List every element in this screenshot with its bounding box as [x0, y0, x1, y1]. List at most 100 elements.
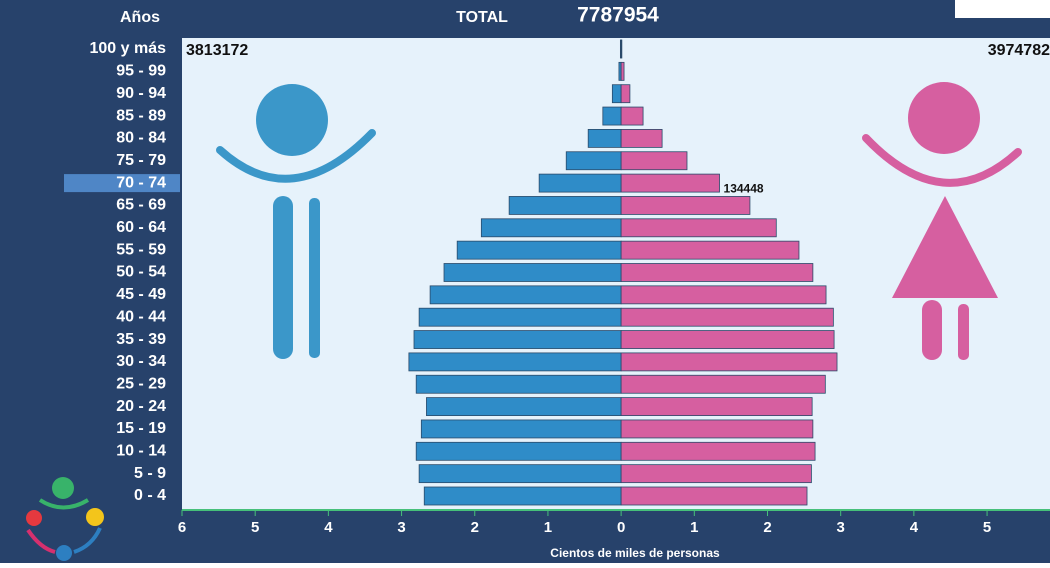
value-label: 134448: [724, 181, 764, 195]
total-label: TOTAL: [456, 9, 508, 26]
header: Años: [120, 9, 160, 26]
male-icon: [216, 84, 376, 359]
x-tick-label: 5: [251, 519, 259, 536]
bar: [620, 352, 838, 372]
bar: [620, 419, 814, 439]
logo-dot: [52, 477, 74, 499]
category-label: 30 - 34: [116, 353, 166, 370]
bar: [620, 196, 751, 215]
logo: [26, 477, 104, 561]
bar: [620, 285, 827, 305]
bar: [620, 128, 663, 148]
category-label: 100 y más: [89, 40, 166, 57]
x-tick-label: 2: [763, 519, 771, 536]
bar: [429, 285, 622, 305]
bar: [620, 173, 720, 193]
icon-arms: [216, 129, 376, 183]
logo-dot: [26, 510, 42, 526]
category-label: 65 - 69: [116, 197, 166, 214]
icon-leg: [958, 304, 969, 360]
bar: [620, 464, 812, 484]
x-tick-label: 5: [983, 519, 991, 536]
category-label: 5 - 9: [134, 465, 166, 482]
x-tick-label: 1: [690, 519, 698, 536]
category-label: 90 - 94: [116, 85, 166, 102]
white-box: [955, 0, 1050, 18]
bar: [611, 84, 622, 104]
total: 7787954: [577, 4, 659, 27]
bar: [620, 106, 644, 126]
icon-arms: [862, 134, 1022, 187]
x-tick-label: 1: [544, 519, 552, 536]
bar: [456, 240, 622, 260]
bar: [423, 486, 622, 506]
category-label: 95 - 99: [116, 63, 166, 80]
left-total: 3813172: [186, 42, 248, 59]
icon-dress: [892, 196, 998, 298]
logo-dot: [56, 545, 72, 561]
category-label: 15 - 19: [116, 420, 166, 437]
bar: [565, 151, 622, 171]
logo-arc: [26, 528, 56, 554]
bar: [620, 61, 625, 81]
category-label: 35 - 39: [116, 331, 166, 348]
bar: [480, 218, 622, 238]
x-axis-label: Cientos de miles de personas: [550, 546, 720, 560]
x-tick-label: 4: [324, 519, 333, 536]
icon-leg: [273, 196, 293, 359]
bar: [620, 374, 826, 394]
category-label: 25 - 29: [116, 375, 166, 392]
category-label: 20 - 24: [116, 398, 166, 415]
bar: [418, 307, 622, 327]
bar: [508, 196, 622, 215]
x-tick-label: 6: [178, 519, 186, 536]
bar: [620, 39, 623, 59]
category-label: 85 - 89: [116, 107, 166, 124]
icon-head: [256, 84, 328, 156]
category-label: 10 - 14: [116, 443, 166, 460]
category-label: 50 - 54: [116, 264, 166, 281]
category-label: 60 - 64: [116, 219, 166, 236]
x-tick-label: 2: [471, 519, 479, 536]
bar: [620, 263, 814, 282]
x-tick-label: 0: [617, 519, 625, 536]
x-tick-label: 3: [837, 519, 845, 536]
bar: [538, 173, 622, 193]
bar: [587, 128, 622, 148]
logo-dot: [86, 508, 104, 526]
bar: [620, 151, 688, 171]
bar: [443, 263, 622, 282]
icon-leg: [922, 300, 942, 360]
category-label: 75 - 79: [116, 152, 166, 169]
bar: [426, 397, 622, 417]
category-label: 0 - 4: [134, 487, 166, 504]
right-total: 3974782: [988, 42, 1050, 59]
category-label: 80 - 84: [116, 130, 166, 147]
icon-head: [908, 82, 980, 154]
selected-row: [64, 174, 180, 193]
bar: [602, 106, 622, 126]
x-tick-label: 3: [397, 519, 405, 536]
category-label: 40 - 44: [116, 308, 166, 325]
bar: [415, 441, 622, 461]
bar: [620, 441, 816, 461]
bar: [620, 397, 813, 417]
logo-arc: [38, 498, 90, 510]
bar: [420, 419, 622, 439]
bar: [408, 352, 622, 372]
category-label: 70 - 74: [116, 174, 166, 191]
bar: [415, 374, 622, 394]
bar: [413, 330, 622, 349]
category-label: 55 - 59: [116, 241, 166, 258]
x-tick-label: 4: [910, 519, 919, 536]
icon-leg: [309, 198, 320, 358]
bar: [620, 307, 834, 327]
logo-arc: [73, 527, 102, 554]
bar: [620, 486, 808, 506]
female-icon: [862, 82, 1022, 360]
category-label: 45 - 49: [116, 286, 166, 303]
bar: [418, 464, 622, 484]
bar: [620, 84, 631, 104]
bar: [620, 240, 800, 260]
